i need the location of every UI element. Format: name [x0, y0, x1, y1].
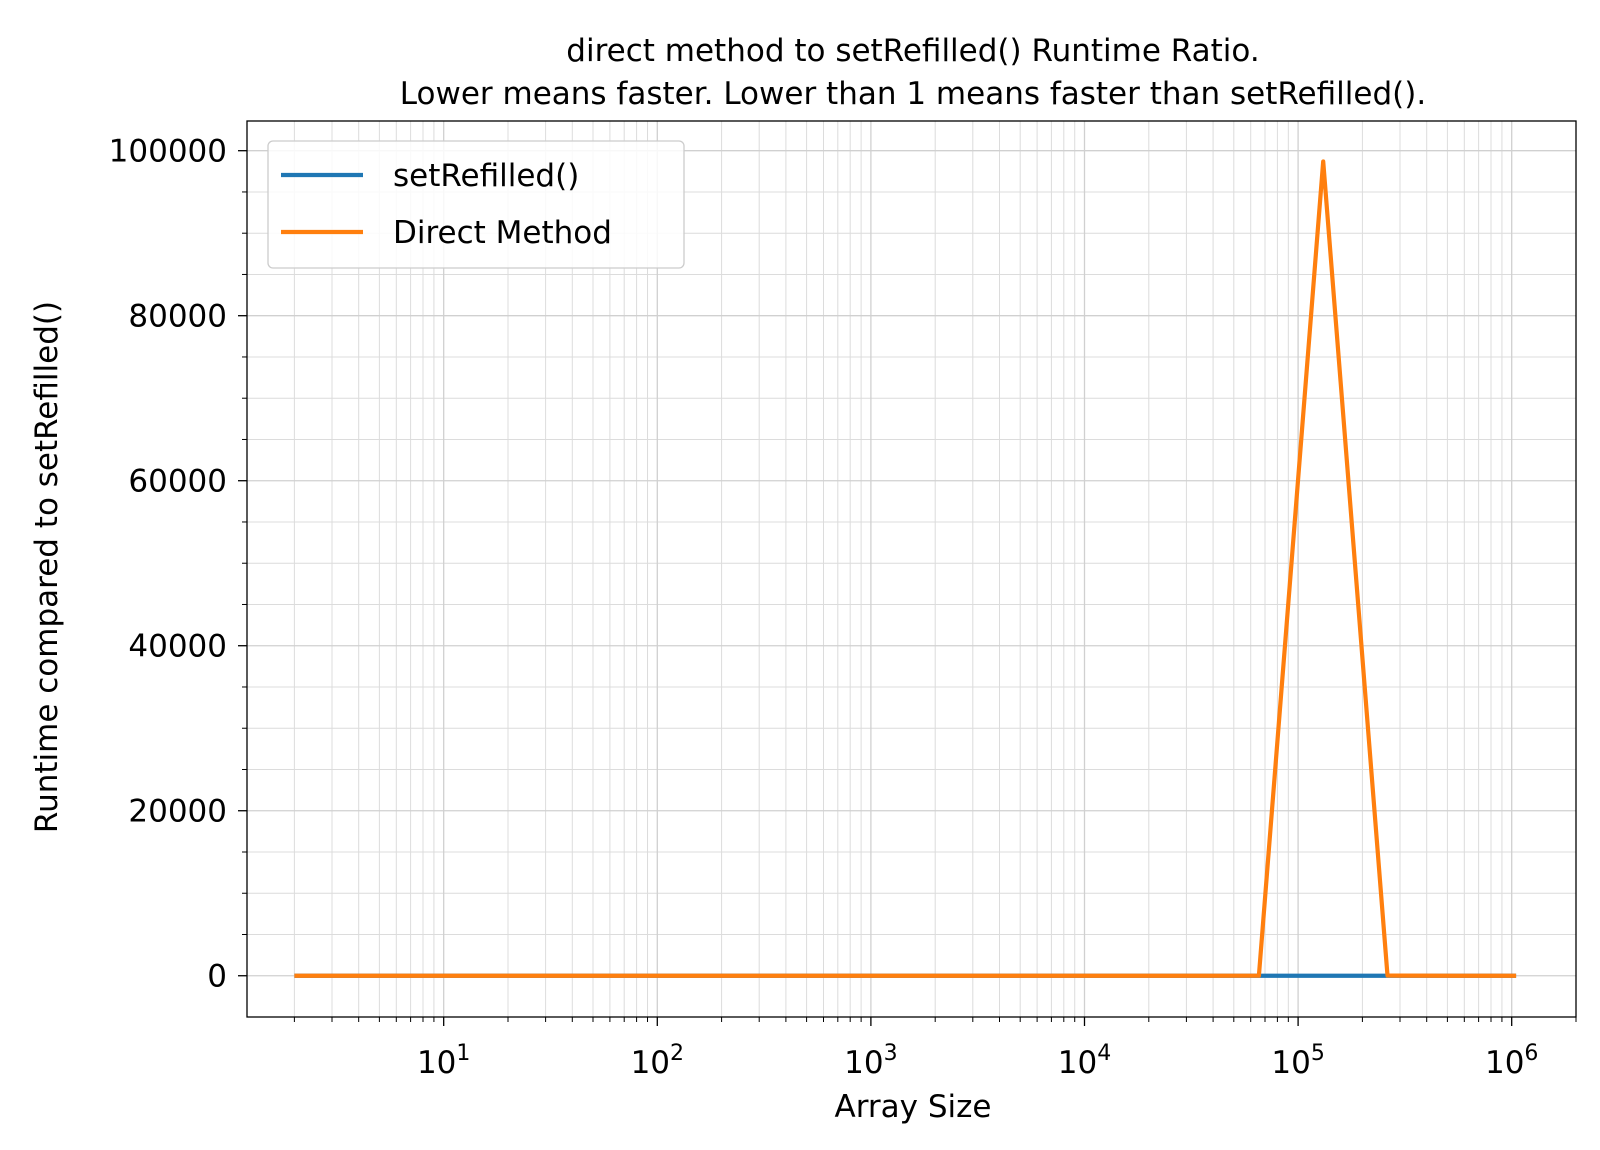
series-line-direct-method — [294, 159, 1517, 978]
legend: setRefilled() Direct Method — [267, 140, 685, 269]
plot-area-frame — [246, 120, 1577, 1018]
minor-gridlines — [247, 121, 1577, 1017]
x-tick-label: 101 — [417, 1041, 470, 1081]
y-axis: 0 20000 40000 60000 80000 100000 — [109, 134, 247, 995]
y-axis-label: Runtime compared to setRefilled() — [29, 301, 65, 833]
y-tick-label: 60000 — [128, 464, 227, 500]
legend-box — [267, 140, 685, 269]
x-tick-label: 106 — [1485, 1041, 1538, 1081]
x-axis: 101 102 103 104 105 106 — [293, 1017, 1577, 1081]
x-tick-label: 104 — [1058, 1041, 1111, 1081]
y-tick-label: 100000 — [109, 134, 227, 170]
x-tick-label: 103 — [844, 1041, 897, 1081]
legend-label: Direct Method — [393, 215, 612, 251]
y-tick-label: 80000 — [128, 299, 227, 335]
y-tick-label: 20000 — [128, 794, 227, 830]
chart-subtitle: Lower means faster. Lower than 1 means f… — [400, 76, 1426, 112]
y-tick-label: 40000 — [128, 629, 227, 665]
x-tick-label: 102 — [631, 1041, 684, 1081]
x-tick-label: 105 — [1271, 1041, 1324, 1081]
chart-title: direct method to setRefilled() Runtime R… — [566, 33, 1259, 69]
x-axis-label: Array Size — [835, 1089, 992, 1125]
series-lines — [294, 159, 1517, 978]
legend-label: setRefilled() — [393, 158, 579, 194]
y-tick-label: 0 — [207, 959, 227, 995]
